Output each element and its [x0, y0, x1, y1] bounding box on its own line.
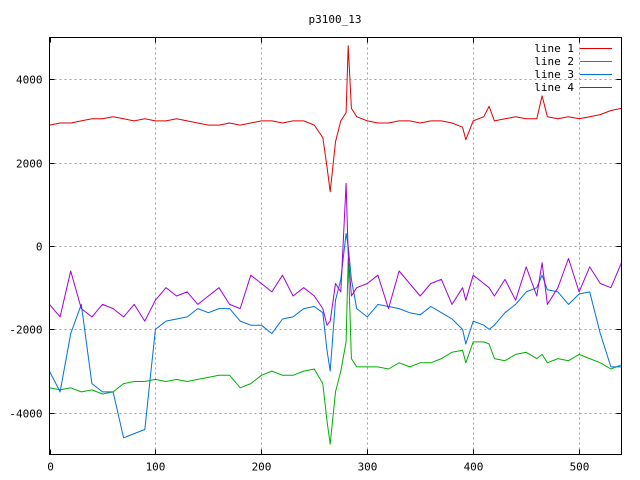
legend-label-1: line 1: [534, 42, 574, 55]
x-tick-label: 100: [146, 461, 166, 474]
series-line-1: [49, 45, 622, 193]
y-tick-label: -4000: [9, 408, 42, 421]
series-line-4: [49, 182, 622, 326]
chart-title: p3100_13: [309, 13, 362, 26]
y-tick-label: 4000: [16, 74, 43, 87]
grid: [49, 37, 622, 455]
legend-label-3: line 3: [534, 68, 574, 81]
legend-label-2: line 2: [534, 55, 574, 68]
series-line-3: [49, 233, 622, 439]
x-tick-label: 400: [464, 461, 484, 474]
plot-frame: [49, 37, 622, 455]
y-tick-label: 2000: [16, 158, 43, 171]
legend-label-4: line 4: [534, 81, 574, 94]
axes: 0 100 200 300 400 500 -4000 -2000 0 2000 4000: [9, 37, 622, 474]
y-tick-label: -2000: [9, 324, 42, 337]
x-tick-label: 300: [358, 461, 378, 474]
series-line-2: [49, 258, 622, 445]
y-tick-label: 0: [36, 241, 43, 254]
plot-area: [49, 45, 622, 445]
x-tick-label: 0: [47, 461, 54, 474]
x-tick-label: 500: [570, 461, 590, 474]
x-tick-label: 200: [252, 461, 272, 474]
